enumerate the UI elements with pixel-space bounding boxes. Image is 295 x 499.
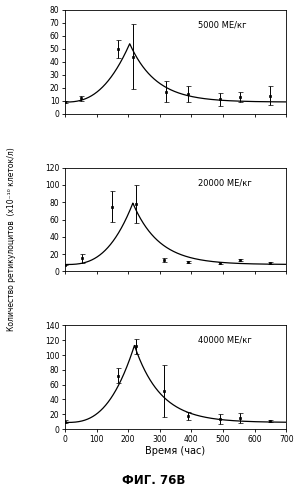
Text: 5000 МЕ/кг: 5000 МЕ/кг	[198, 20, 246, 29]
Text: Количество ретикулоцитов  (х10⁻¹⁰ клеток/л): Количество ретикулоцитов (х10⁻¹⁰ клеток/…	[7, 148, 16, 331]
Text: 20000 МЕ/кг: 20000 МЕ/кг	[198, 178, 251, 187]
X-axis label: Время (час): Время (час)	[145, 447, 206, 457]
Text: 40000 МЕ/кг: 40000 МЕ/кг	[198, 336, 251, 345]
Text: ФИГ. 76В: ФИГ. 76В	[122, 474, 185, 487]
